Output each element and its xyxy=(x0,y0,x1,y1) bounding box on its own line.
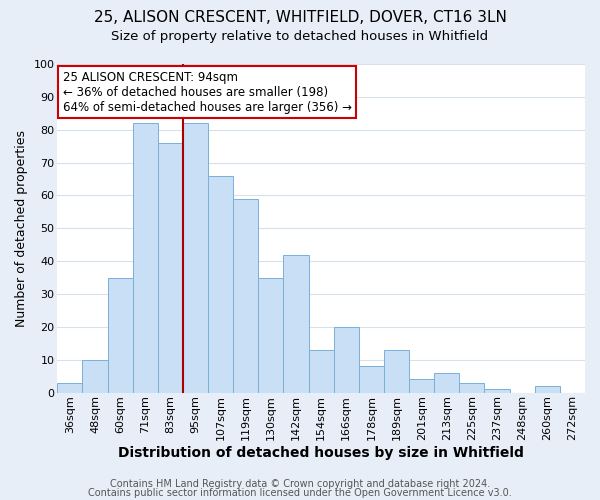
Bar xyxy=(107,278,133,392)
Text: Size of property relative to detached houses in Whitfield: Size of property relative to detached ho… xyxy=(112,30,488,43)
Bar xyxy=(409,380,434,392)
Bar xyxy=(484,390,509,392)
Text: 25, ALISON CRESCENT, WHITFIELD, DOVER, CT16 3LN: 25, ALISON CRESCENT, WHITFIELD, DOVER, C… xyxy=(94,10,506,25)
Text: 25 ALISON CRESCENT: 94sqm
← 36% of detached houses are smaller (198)
64% of semi: 25 ALISON CRESCENT: 94sqm ← 36% of detac… xyxy=(62,70,352,114)
Bar xyxy=(183,123,208,392)
Text: Contains HM Land Registry data © Crown copyright and database right 2024.: Contains HM Land Registry data © Crown c… xyxy=(110,479,490,489)
Bar xyxy=(233,198,259,392)
Bar xyxy=(308,350,334,393)
Bar xyxy=(535,386,560,392)
Bar xyxy=(434,373,460,392)
Bar xyxy=(359,366,384,392)
Text: Contains public sector information licensed under the Open Government Licence v3: Contains public sector information licen… xyxy=(88,488,512,498)
X-axis label: Distribution of detached houses by size in Whitfield: Distribution of detached houses by size … xyxy=(118,446,524,460)
Bar xyxy=(58,382,82,392)
Bar xyxy=(334,327,359,392)
Bar xyxy=(158,143,183,392)
Bar xyxy=(283,254,308,392)
Bar xyxy=(460,382,484,392)
Bar xyxy=(208,176,233,392)
Bar xyxy=(133,123,158,392)
Bar xyxy=(259,278,283,392)
Y-axis label: Number of detached properties: Number of detached properties xyxy=(15,130,28,327)
Bar xyxy=(82,360,107,392)
Bar xyxy=(384,350,409,393)
